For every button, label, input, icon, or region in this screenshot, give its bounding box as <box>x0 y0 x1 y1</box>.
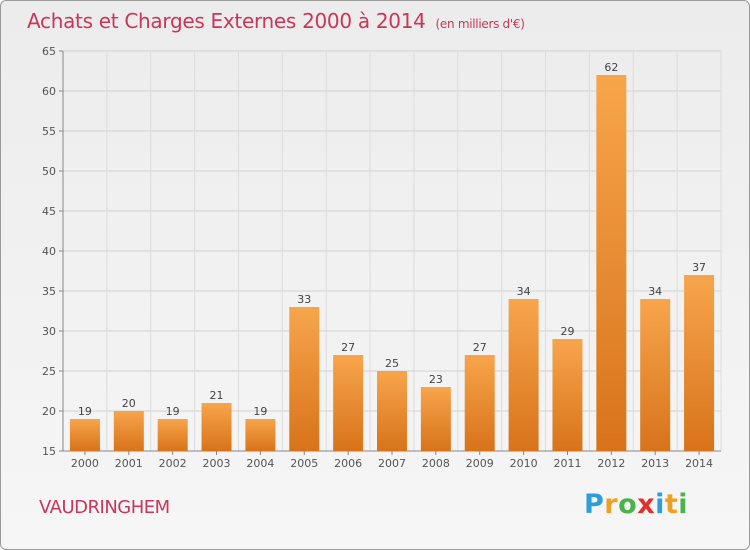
y-tick-label: 45 <box>42 205 56 218</box>
x-tick-label-2001: 2001 <box>115 457 143 470</box>
x-tick-label-2012: 2012 <box>597 457 625 470</box>
chart-subtitle: (en milliers d'€) <box>435 17 525 31</box>
bar-2007 <box>377 371 407 451</box>
proxiti-logo: Proxiti <box>584 489 688 520</box>
y-tick-label: 55 <box>42 125 56 138</box>
value-label-2009: 27 <box>473 341 487 354</box>
y-tick-label: 30 <box>42 325 56 338</box>
x-tick-label-2013: 2013 <box>641 457 669 470</box>
bar-2001 <box>113 411 144 451</box>
x-tick-label-2011: 2011 <box>553 457 581 470</box>
x-tick-label-2010: 2010 <box>510 457 538 470</box>
y-tick-label: 35 <box>42 285 56 298</box>
value-label-2005: 33 <box>297 293 311 306</box>
value-label-2006: 27 <box>341 341 355 354</box>
bar-2013 <box>640 299 671 451</box>
value-label-2007: 25 <box>385 357 399 370</box>
logo-letter: t <box>664 489 679 520</box>
logo-letter: o <box>618 489 638 520</box>
x-tick-label-2005: 2005 <box>290 457 318 470</box>
y-tick-label: 65 <box>42 45 56 58</box>
x-tick-label-2002: 2002 <box>159 457 187 470</box>
bar-2014 <box>684 275 715 451</box>
bar-2005 <box>289 307 320 451</box>
x-tick-label-2009: 2009 <box>466 457 494 470</box>
y-tick-label: 40 <box>42 245 56 258</box>
y-tick-label: 15 <box>42 445 56 458</box>
bar-2008 <box>420 387 451 451</box>
y-tick-label: 20 <box>42 405 56 418</box>
bar-2003 <box>201 403 232 451</box>
x-tick-label-2003: 2003 <box>203 457 231 470</box>
bar-2012 <box>596 75 627 451</box>
x-tick-label-2000: 2000 <box>71 457 99 470</box>
value-label-2010: 34 <box>517 285 531 298</box>
y-tick-label: 60 <box>42 85 56 98</box>
x-tick-label-2006: 2006 <box>334 457 362 470</box>
value-label-2000: 19 <box>78 405 92 418</box>
value-label-2001: 20 <box>122 397 136 410</box>
chart-title: Achats et Charges Externes 2000 à 2014 (e… <box>27 9 525 33</box>
x-tick-label-2014: 2014 <box>685 457 713 470</box>
bar-2011 <box>552 339 583 451</box>
x-tick-label-2007: 2007 <box>378 457 406 470</box>
bar-2009 <box>464 355 495 451</box>
bar-2004 <box>245 419 276 451</box>
logo-letter: i <box>655 489 665 520</box>
value-label-2011: 29 <box>560 325 574 338</box>
commune-name: VAUDRINGHEM <box>39 497 170 518</box>
bar-2000 <box>69 419 100 451</box>
value-label-2014: 37 <box>692 261 706 274</box>
logo-letter: P <box>584 489 605 520</box>
value-label-2008: 23 <box>429 373 443 386</box>
bar-2002 <box>157 419 188 451</box>
bar-2006 <box>333 355 364 451</box>
axes: 15 20 25 30 35 40 45 50 55 60 65 <box>42 45 721 458</box>
logo-letter: x <box>637 489 656 520</box>
value-label-2013: 34 <box>648 285 662 298</box>
bars <box>69 75 715 451</box>
value-label-2002: 19 <box>166 405 180 418</box>
bar-2010 <box>508 299 539 451</box>
logo-letter: r <box>604 489 619 520</box>
logo-letter: i <box>678 489 689 520</box>
y-tick-label: 50 <box>42 165 56 178</box>
value-label-2004: 19 <box>253 405 267 418</box>
y-tick-label: 25 <box>42 365 56 378</box>
x-tick-label-2004: 2004 <box>246 457 274 470</box>
x-tick-label-2008: 2008 <box>422 457 450 470</box>
labels: 19 2000 20 2001 19 2002 21 2003 19 2004 33 2005 27 20… <box>71 61 713 470</box>
value-label-2012: 62 <box>604 61 618 74</box>
value-label-2003: 21 <box>210 389 224 402</box>
